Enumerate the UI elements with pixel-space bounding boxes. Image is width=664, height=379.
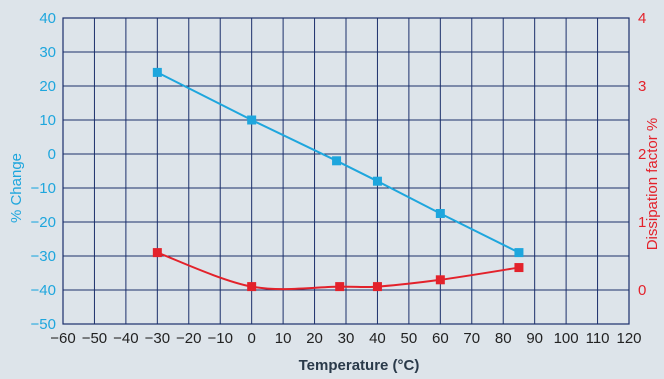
right-tick-label: 0 bbox=[638, 282, 646, 299]
left-tick-label: 40 bbox=[39, 10, 56, 27]
x-tick-label: −20 bbox=[176, 330, 201, 347]
x-tick-label: 60 bbox=[432, 330, 449, 347]
series-2-point bbox=[152, 248, 162, 258]
x-tick-label: 120 bbox=[616, 330, 641, 347]
left-tick-label: −40 bbox=[31, 282, 56, 299]
series-2-point bbox=[247, 282, 257, 292]
series-2-point bbox=[372, 282, 382, 292]
grid bbox=[62, 17, 630, 325]
x-tick-label: −10 bbox=[207, 330, 232, 347]
series-2-point bbox=[514, 263, 524, 273]
left-tick-label: 20 bbox=[39, 78, 56, 95]
x-tick-label: 20 bbox=[306, 330, 323, 347]
series-2-point bbox=[435, 275, 445, 285]
x-tick-label: −50 bbox=[82, 330, 107, 347]
right-axis-title: Dissipation factor % bbox=[644, 118, 661, 251]
left-axis-title: % Change bbox=[8, 153, 25, 223]
x-tick-label: 0 bbox=[247, 330, 255, 347]
x-tick-label: −40 bbox=[113, 330, 138, 347]
left-tick-label: 30 bbox=[39, 44, 56, 61]
left-tick-label: 10 bbox=[39, 112, 56, 129]
x-tick-label: 50 bbox=[401, 330, 418, 347]
x-tick-label: 90 bbox=[526, 330, 543, 347]
left-tick-label: −20 bbox=[31, 214, 56, 231]
left-tick-label: −10 bbox=[31, 180, 56, 197]
right-tick-label: 1 bbox=[638, 214, 646, 231]
x-tick-label: 110 bbox=[586, 330, 610, 347]
x-tick-label: −60 bbox=[50, 330, 75, 347]
series-1-point bbox=[247, 115, 257, 125]
x-tick-label: −30 bbox=[145, 330, 170, 347]
left-tick-label: −30 bbox=[31, 248, 56, 265]
left-tick-label: 0 bbox=[48, 146, 56, 163]
plot-frame bbox=[62, 17, 630, 325]
x-tick-label: 80 bbox=[495, 330, 512, 347]
x-tick-label: 30 bbox=[338, 330, 355, 347]
x-axis-title: Temperature (°C) bbox=[299, 357, 420, 374]
tick-labels: −60 −50 −40 −30 −20 −10 0 10 20 30 40 50 60 70 80 90 100… bbox=[31, 10, 647, 347]
series-line-2 bbox=[156, 251, 520, 291]
series-1-point bbox=[514, 248, 524, 258]
x-tick-label: 10 bbox=[275, 330, 292, 347]
series-1-point bbox=[152, 67, 162, 77]
series-layer bbox=[152, 67, 524, 292]
x-tick-label: 100 bbox=[554, 330, 579, 347]
series-2-point bbox=[335, 282, 345, 292]
right-tick-label: 3 bbox=[638, 78, 646, 95]
series-line-1 bbox=[156, 71, 520, 254]
left-tick-label: −50 bbox=[31, 316, 56, 333]
right-tick-label: 4 bbox=[638, 10, 646, 27]
series-1-point bbox=[332, 156, 342, 166]
x-tick-label: 70 bbox=[463, 330, 480, 347]
series-1-point bbox=[372, 176, 382, 186]
x-tick-label: 40 bbox=[369, 330, 386, 347]
series-1-point bbox=[435, 209, 445, 218]
right-tick-label: 2 bbox=[638, 146, 646, 163]
